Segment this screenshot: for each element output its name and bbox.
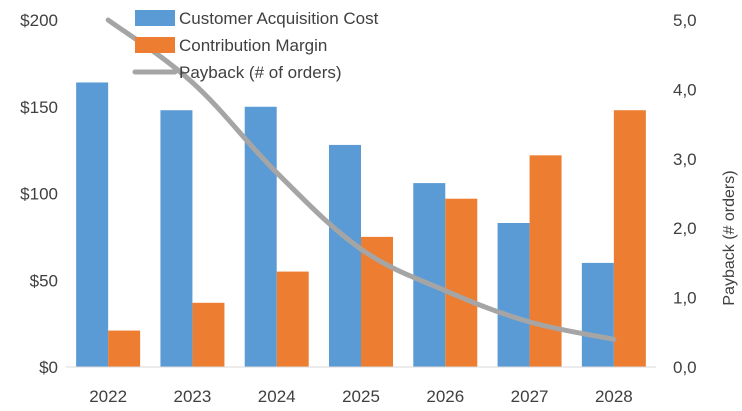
x-tick-label: 2027 <box>511 387 549 406</box>
y-right-tick-label: 2,0 <box>673 219 697 238</box>
y-left-tick-label: $200 <box>20 11 58 30</box>
margin-bar-2025 <box>361 236 393 367</box>
y-right-tick-label: 1,0 <box>673 289 697 308</box>
cac-bar-2022 <box>76 82 109 368</box>
legend-label: Customer Acquisition Cost <box>179 9 379 28</box>
ticks-layer: $0 $50 $100 $150 $200 0,0 1,0 2,0 3,0 4,0 5,0 2022 2… <box>20 11 696 406</box>
margin-bar-2023 <box>192 302 225 367</box>
legend: Customer Acquisition Cost Contribution Ma… <box>132 9 379 82</box>
cac-bar-2027 <box>497 222 530 367</box>
y-right-tick-label: 4,0 <box>673 80 697 99</box>
legend-swatch <box>135 37 175 53</box>
payback-line <box>105 17 617 342</box>
legend-label: Payback (# of orders) <box>179 63 342 82</box>
payback-line-layer <box>105 17 617 342</box>
bars-layer <box>76 82 646 368</box>
y-right-tick-label: 0,0 <box>673 358 697 377</box>
x-tick-label: 2022 <box>89 387 127 406</box>
y-left-tick-label: $150 <box>20 98 58 117</box>
cac-bar-2023 <box>160 110 193 367</box>
margin-bar-2028 <box>613 110 646 367</box>
y-right-tick-label: 3,0 <box>673 150 697 169</box>
y-left-tick-label: $0 <box>39 358 58 377</box>
x-tick-label: 2025 <box>342 387 380 406</box>
margin-bar-2022 <box>108 330 141 367</box>
margin-bar-2024 <box>276 271 309 367</box>
cac-bar-2026 <box>413 183 446 367</box>
margin-bar-2026 <box>445 198 478 367</box>
x-tick-label: 2024 <box>258 387 296 406</box>
x-tick-label: 2023 <box>174 387 212 406</box>
margin-bar-2027 <box>529 155 562 367</box>
x-tick-label: 2026 <box>426 387 464 406</box>
x-tick-label: 2028 <box>595 387 633 406</box>
legend-label: Contribution Margin <box>179 36 327 55</box>
y-left-tick-label: $100 <box>20 185 58 204</box>
legend-swatch <box>135 10 175 26</box>
cac-bar-2025 <box>329 144 361 367</box>
cac-bar-2024 <box>244 106 277 367</box>
y-right-tick-label: 5,0 <box>673 11 697 30</box>
y-right-axis-title: Payback (# orders) <box>721 170 738 305</box>
y-left-tick-label: $50 <box>30 271 58 290</box>
cac-bar-2028 <box>581 262 614 367</box>
